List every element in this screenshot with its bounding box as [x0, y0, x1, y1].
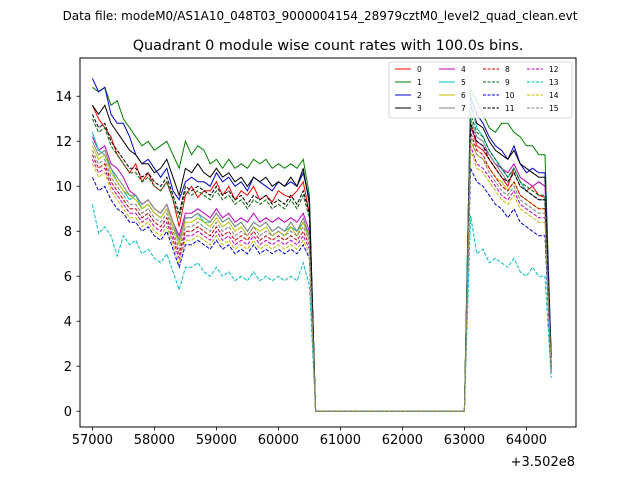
- legend-label-3: 3: [417, 104, 422, 113]
- y-tick-label: 8: [64, 225, 72, 240]
- legend-label-14: 14: [549, 91, 559, 100]
- series-line-5: [91, 100, 552, 412]
- x-axis: 57000 58000 59000 60000 61000 62000 63000 64000: [72, 427, 547, 448]
- x-tick-label: 59000: [196, 433, 237, 448]
- series-line-10: [91, 168, 552, 412]
- x-tick-label: 61000: [320, 433, 361, 448]
- x-tick-label: 60000: [258, 433, 299, 448]
- series-line-2: [91, 78, 552, 412]
- legend-label-4: 4: [461, 65, 466, 74]
- supertitle: Data file: modeM0/AS1A10_048T03_90000041…: [63, 9, 578, 23]
- series-line-3: [91, 104, 552, 412]
- x-offset-label: +3.502e8: [511, 455, 575, 470]
- series-line-8: [91, 132, 552, 412]
- series-line-4: [91, 127, 552, 412]
- plot-area: [91, 78, 552, 412]
- y-tick-label: 10: [55, 180, 72, 195]
- legend-label-6: 6: [461, 91, 466, 100]
- y-tick-label: 0: [64, 405, 72, 420]
- series-line-15: [91, 136, 552, 412]
- legend-label-10: 10: [505, 91, 515, 100]
- chart-title: Quadrant 0 module wise count rates with …: [133, 38, 524, 54]
- y-tick-label: 14: [55, 90, 72, 105]
- series-line-13: [91, 204, 552, 412]
- x-tick-label: 58000: [134, 433, 175, 448]
- x-tick-label: 64000: [506, 433, 547, 448]
- legend-label-12: 12: [549, 65, 559, 74]
- x-tick-label: 62000: [382, 433, 423, 448]
- legend-label-8: 8: [505, 65, 510, 74]
- x-tick-label: 63000: [444, 433, 485, 448]
- series-line-7: [91, 118, 552, 412]
- legend-label-13: 13: [549, 78, 559, 87]
- legend-label-5: 5: [461, 78, 466, 87]
- legend-label-0: 0: [417, 65, 422, 74]
- legend-label-9: 9: [505, 78, 510, 87]
- legend-label-7: 7: [461, 104, 466, 113]
- y-axis: 0 2 4 6 8 10 12 14: [55, 90, 80, 420]
- y-tick-label: 2: [64, 360, 72, 375]
- legend-box: [388, 61, 573, 119]
- series-line-0: [91, 105, 552, 412]
- legend-label-1: 1: [417, 78, 422, 87]
- y-tick-label: 4: [64, 315, 72, 330]
- plot-frame: [79, 57, 577, 428]
- legend-label-15: 15: [549, 104, 559, 113]
- series-line-6: [91, 141, 552, 412]
- y-tick-label: 6: [64, 270, 72, 285]
- legend-label-11: 11: [505, 104, 515, 113]
- x-tick-label: 57000: [72, 433, 113, 448]
- y-tick-label: 12: [55, 135, 72, 150]
- legend-label-2: 2: [417, 91, 422, 100]
